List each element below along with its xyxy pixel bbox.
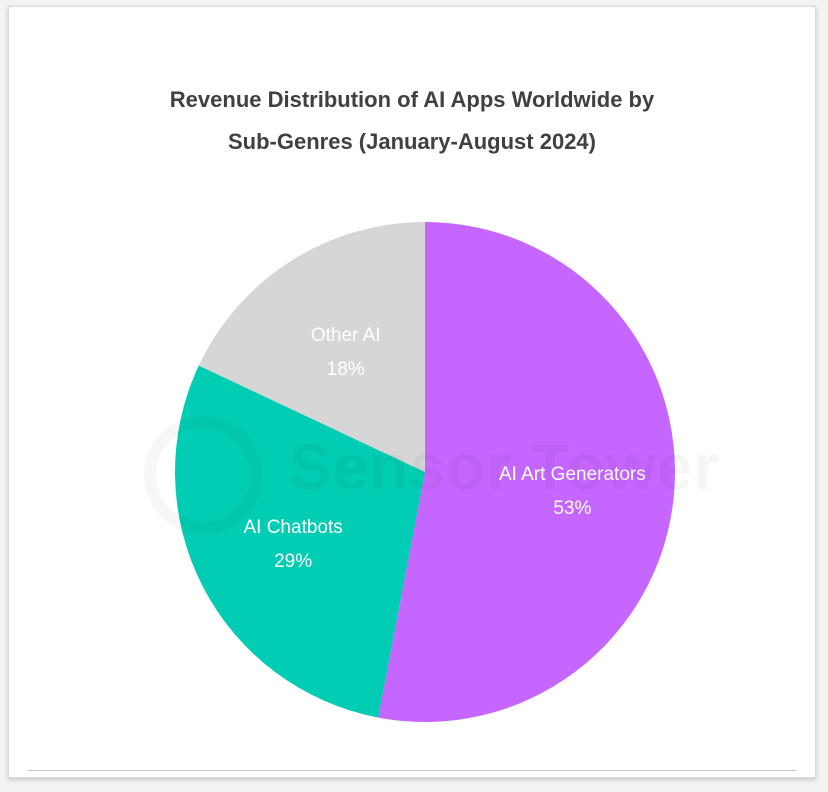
slice-value-label: 18%: [327, 359, 365, 380]
slice-label: Other AI: [311, 325, 381, 346]
chart-title: Revenue Distribution of AI Apps Worldwid…: [9, 79, 815, 163]
chart-card: Revenue Distribution of AI Apps Worldwid…: [8, 6, 816, 778]
watermark-text: Sensor Tower: [289, 430, 719, 504]
slice-label: AI Art Generators: [499, 464, 646, 485]
bottom-divider: [27, 770, 797, 771]
slice-value-label: 29%: [274, 551, 312, 572]
slice-label: AI Chatbots: [243, 517, 342, 538]
pie-slice-ai-chatbots: [175, 365, 425, 718]
pie-slice-ai-art-generators: [378, 222, 675, 722]
pie-slice-other-ai: [198, 222, 425, 472]
chart-title-line-2: Sub-Genres (January-August 2024): [228, 129, 596, 154]
sensor-tower-watermark: Sensor Tower: [139, 402, 729, 552]
pie-chart: AI Art Generators 53% AI Chatbots 29% Other …: [175, 222, 675, 722]
slice-value-label: 53%: [553, 498, 591, 519]
watermark-logo-icon: [144, 416, 262, 534]
chart-title-line-1: Revenue Distribution of AI Apps Worldwid…: [169, 87, 655, 112]
